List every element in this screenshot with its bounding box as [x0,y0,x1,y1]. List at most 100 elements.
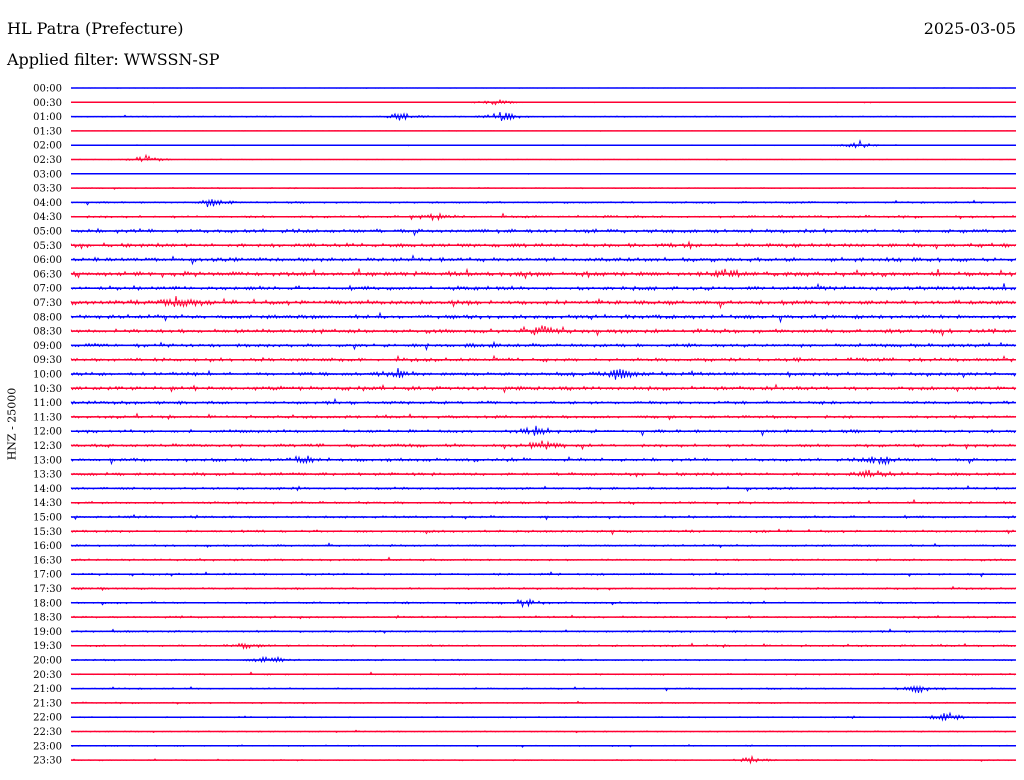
row-time-label: 04:00 [33,198,62,209]
row-time-label: 10:00 [33,370,62,381]
trace-row [70,542,1017,549]
row-time-label: 07:30 [33,298,62,309]
trace-row [70,267,1017,280]
row-time-label: 08:00 [33,312,62,323]
row-time-label: 03:30 [33,184,62,195]
row-time-label: 15:00 [33,513,62,524]
trace-row [70,469,1017,479]
row-time-label: 08:30 [33,327,62,338]
trace-row [70,700,1017,705]
trace-row [70,425,1017,437]
row-time-label: 18:30 [33,613,62,624]
row-time-label: 15:30 [33,527,62,538]
row-time-label: 18:00 [33,598,62,609]
trace-row [70,130,1017,132]
row-time-label: 11:30 [33,412,62,423]
trace-row [70,254,1017,266]
row-time-label: 01:00 [33,112,62,123]
row-time-label: 22:30 [33,727,62,738]
row-time-label: 14:30 [33,498,62,509]
row-time-label: 13:00 [33,455,62,466]
row-time-label: 07:00 [33,284,62,295]
row-time-label: 23:00 [33,741,62,752]
trace-row [70,296,1017,310]
row-time-label: 14:00 [33,484,62,495]
trace-row [70,87,1017,89]
trace-row [70,153,1017,163]
row-time-label: 20:30 [33,670,62,681]
row-time-label: 12:30 [33,441,62,452]
plot-date: 2025-03-05 [923,19,1016,38]
trace-row [70,655,1017,664]
row-time-label: 03:00 [33,169,62,180]
row-time-label: 16:30 [33,555,62,566]
row-time-label: 06:30 [33,269,62,280]
row-time-label: 19:30 [33,641,62,652]
row-time-label: 00:30 [33,98,62,109]
row-time-label: 17:30 [33,584,62,595]
row-time-label: 06:00 [33,255,62,266]
trace-row [70,198,1017,208]
trace-row [70,98,1017,106]
trace-row [70,754,1017,765]
trace-row [70,240,1017,251]
trace-row [70,412,1017,421]
trace-row [70,383,1017,394]
row-time-label: 16:00 [33,541,62,552]
trace-row [70,556,1017,562]
trace-row [70,311,1017,324]
row-time-label: 12:00 [33,427,62,438]
trace-row [70,325,1017,337]
row-time-label: 09:00 [33,341,62,352]
trace-row [70,440,1017,451]
row-time-label: 02:00 [33,141,62,152]
trace-row [70,139,1017,149]
trace-row [70,614,1017,620]
trace-row [70,684,1017,694]
trace-row [70,227,1017,237]
trace-row [70,514,1017,521]
row-time-label: 01:30 [33,126,62,137]
trace-row [70,455,1017,466]
trace-row [70,397,1017,406]
trace-row [70,571,1017,578]
row-time-label: 05:30 [33,241,62,252]
trace-row [70,111,1017,121]
station-title: HL Patra (Prefecture) [7,19,184,38]
trace-row [70,173,1017,175]
row-time-label: 05:00 [33,227,62,238]
trace-row [70,598,1017,609]
row-time-label: 22:00 [33,713,62,724]
trace-row [70,498,1017,506]
row-time-label: 11:00 [33,398,62,409]
row-time-label: 19:00 [33,627,62,638]
row-time-label: 00:00 [33,84,62,95]
row-time-label: 21:00 [33,684,62,695]
row-time-label: 13:30 [33,470,62,481]
trace-row [70,585,1017,592]
row-time-label: 02:30 [33,155,62,166]
trace-row [70,729,1017,734]
trace-row [70,628,1017,634]
trace-row [70,485,1017,492]
trace-row [70,186,1017,190]
trace-row [70,340,1017,352]
row-time-label: 21:30 [33,698,62,709]
filter-label: Applied filter: WWSSN-SP [7,50,220,69]
row-time-label: 04:30 [33,212,62,223]
trace-row [70,212,1017,222]
trace-row [70,744,1017,748]
trace-row [70,671,1017,676]
trace-row [70,354,1017,363]
trace-row [70,367,1017,380]
row-time-label: 17:00 [33,570,62,581]
trace-row [70,711,1017,722]
row-time-label: 20:00 [33,656,62,667]
trace-row [70,642,1017,650]
row-time-label: 23:30 [33,756,62,767]
trace-row [70,282,1017,292]
trace-row [70,528,1017,536]
row-time-label: 09:30 [33,355,62,366]
row-time-label: 10:30 [33,384,62,395]
